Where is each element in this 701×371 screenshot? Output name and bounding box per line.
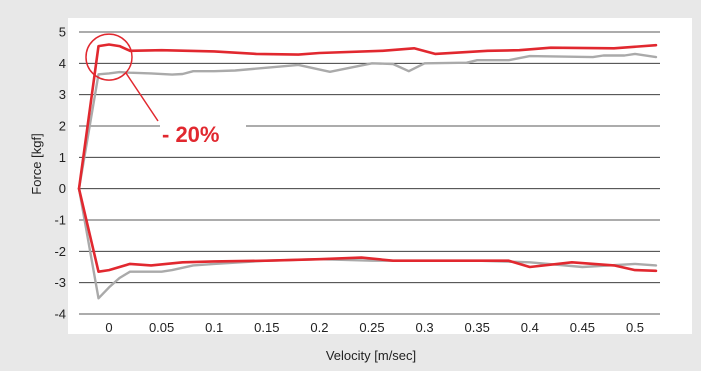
y-tick-label: 1 [59, 150, 66, 165]
x-tick-label: 0 [105, 320, 112, 335]
y-tick-label: 5 [59, 25, 66, 40]
x-tick-label: 0.35 [465, 320, 490, 335]
annotation-layer: - 20% [85, 33, 246, 149]
x-tick-label: 0.15 [254, 320, 279, 335]
annotation-leader-line [125, 72, 159, 122]
x-tick-label: 0.45 [570, 320, 595, 335]
y-tick-label: 4 [59, 56, 66, 71]
y-tick-label: 3 [59, 87, 66, 102]
x-tick-label: 0.05 [149, 320, 174, 335]
y-tick-label: -2 [54, 244, 66, 259]
plot-background [68, 18, 692, 334]
annotation-label: - 20% [162, 122, 219, 147]
x-tick-label: 0.4 [521, 320, 539, 335]
tick-layer: 5 4 3 2 1 0 -1 -2 -3 -4 0 0.05 0.1 0.15 0.2 0.25 0.3 0.35… [54, 25, 644, 336]
x-tick-label: 0.3 [416, 320, 434, 335]
x-axis-label: Velocity [m/sec] [326, 348, 416, 363]
series-line [77, 187, 658, 274]
series-line [77, 43, 658, 190]
series-layer [77, 43, 658, 300]
annotation-label-background [160, 118, 246, 149]
y-tick-label: -3 [54, 275, 66, 290]
annotation-circle [85, 33, 133, 81]
y-tick-label: 2 [59, 119, 66, 134]
x-tick-label: 0.25 [359, 320, 384, 335]
y-tick-label: 0 [59, 181, 66, 196]
series-line [77, 52, 658, 190]
x-tick-label: 0.5 [626, 320, 644, 335]
y-tick-label: -4 [54, 307, 66, 322]
x-tick-label: 0.2 [310, 320, 328, 335]
x-tick-label: 0.1 [205, 320, 223, 335]
y-tick-label: -1 [54, 213, 66, 228]
y-axis-label: Force [kgf] [29, 133, 44, 194]
